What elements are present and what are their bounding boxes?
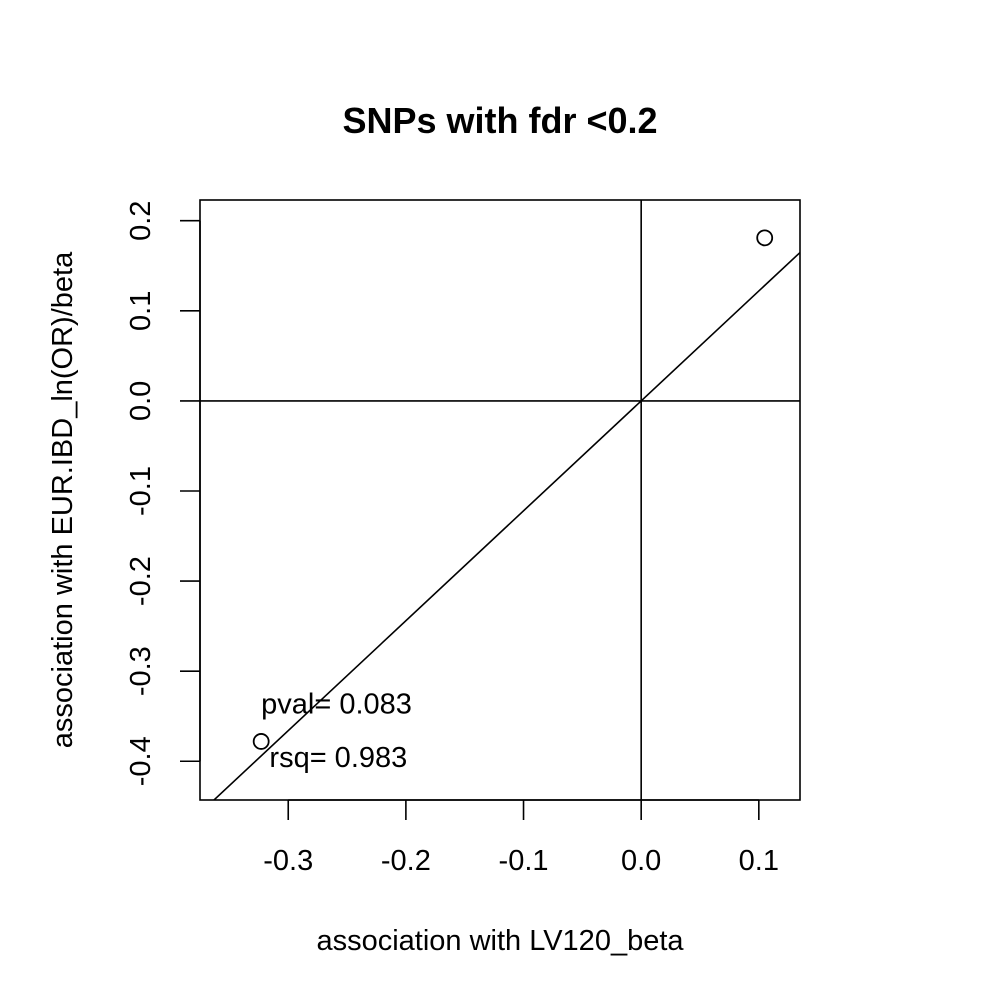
x-axis-label: association with LV120_beta [316, 925, 684, 957]
x-tick-label: 0.0 [621, 845, 661, 877]
annotation-1: pval= 0.083 [261, 689, 412, 721]
y-axis-label: association with EUR.IBD_ln(OR)/beta [47, 251, 79, 748]
chart-title: SNPs with fdr <0.2 [342, 100, 657, 141]
x-tick-label: 0.1 [739, 845, 779, 877]
data-point-1 [252, 733, 270, 750]
x-tick-label: -0.1 [499, 845, 549, 877]
plot-area: pval= 0.083 rsq= 0.983 -0.3 -0.2 -0.1 0.0 0.1 -… [125, 199, 801, 877]
y-tick-label: 0.2 [125, 201, 157, 241]
y-tick-label: 0.1 [125, 291, 157, 331]
y-tick-label: -0.2 [125, 556, 157, 606]
y-tick-label: 0.0 [125, 381, 157, 421]
annotation-2: rsq= 0.983 [269, 742, 407, 774]
data-point-2 [756, 229, 774, 247]
x-tick-label: -0.2 [381, 845, 431, 877]
y-tick-label: -0.1 [125, 466, 157, 516]
x-tick-label: -0.3 [263, 845, 313, 877]
y-tick-label: -0.3 [125, 646, 157, 696]
y-tick-label: -0.4 [125, 736, 157, 786]
regression-line [212, 251, 800, 800]
